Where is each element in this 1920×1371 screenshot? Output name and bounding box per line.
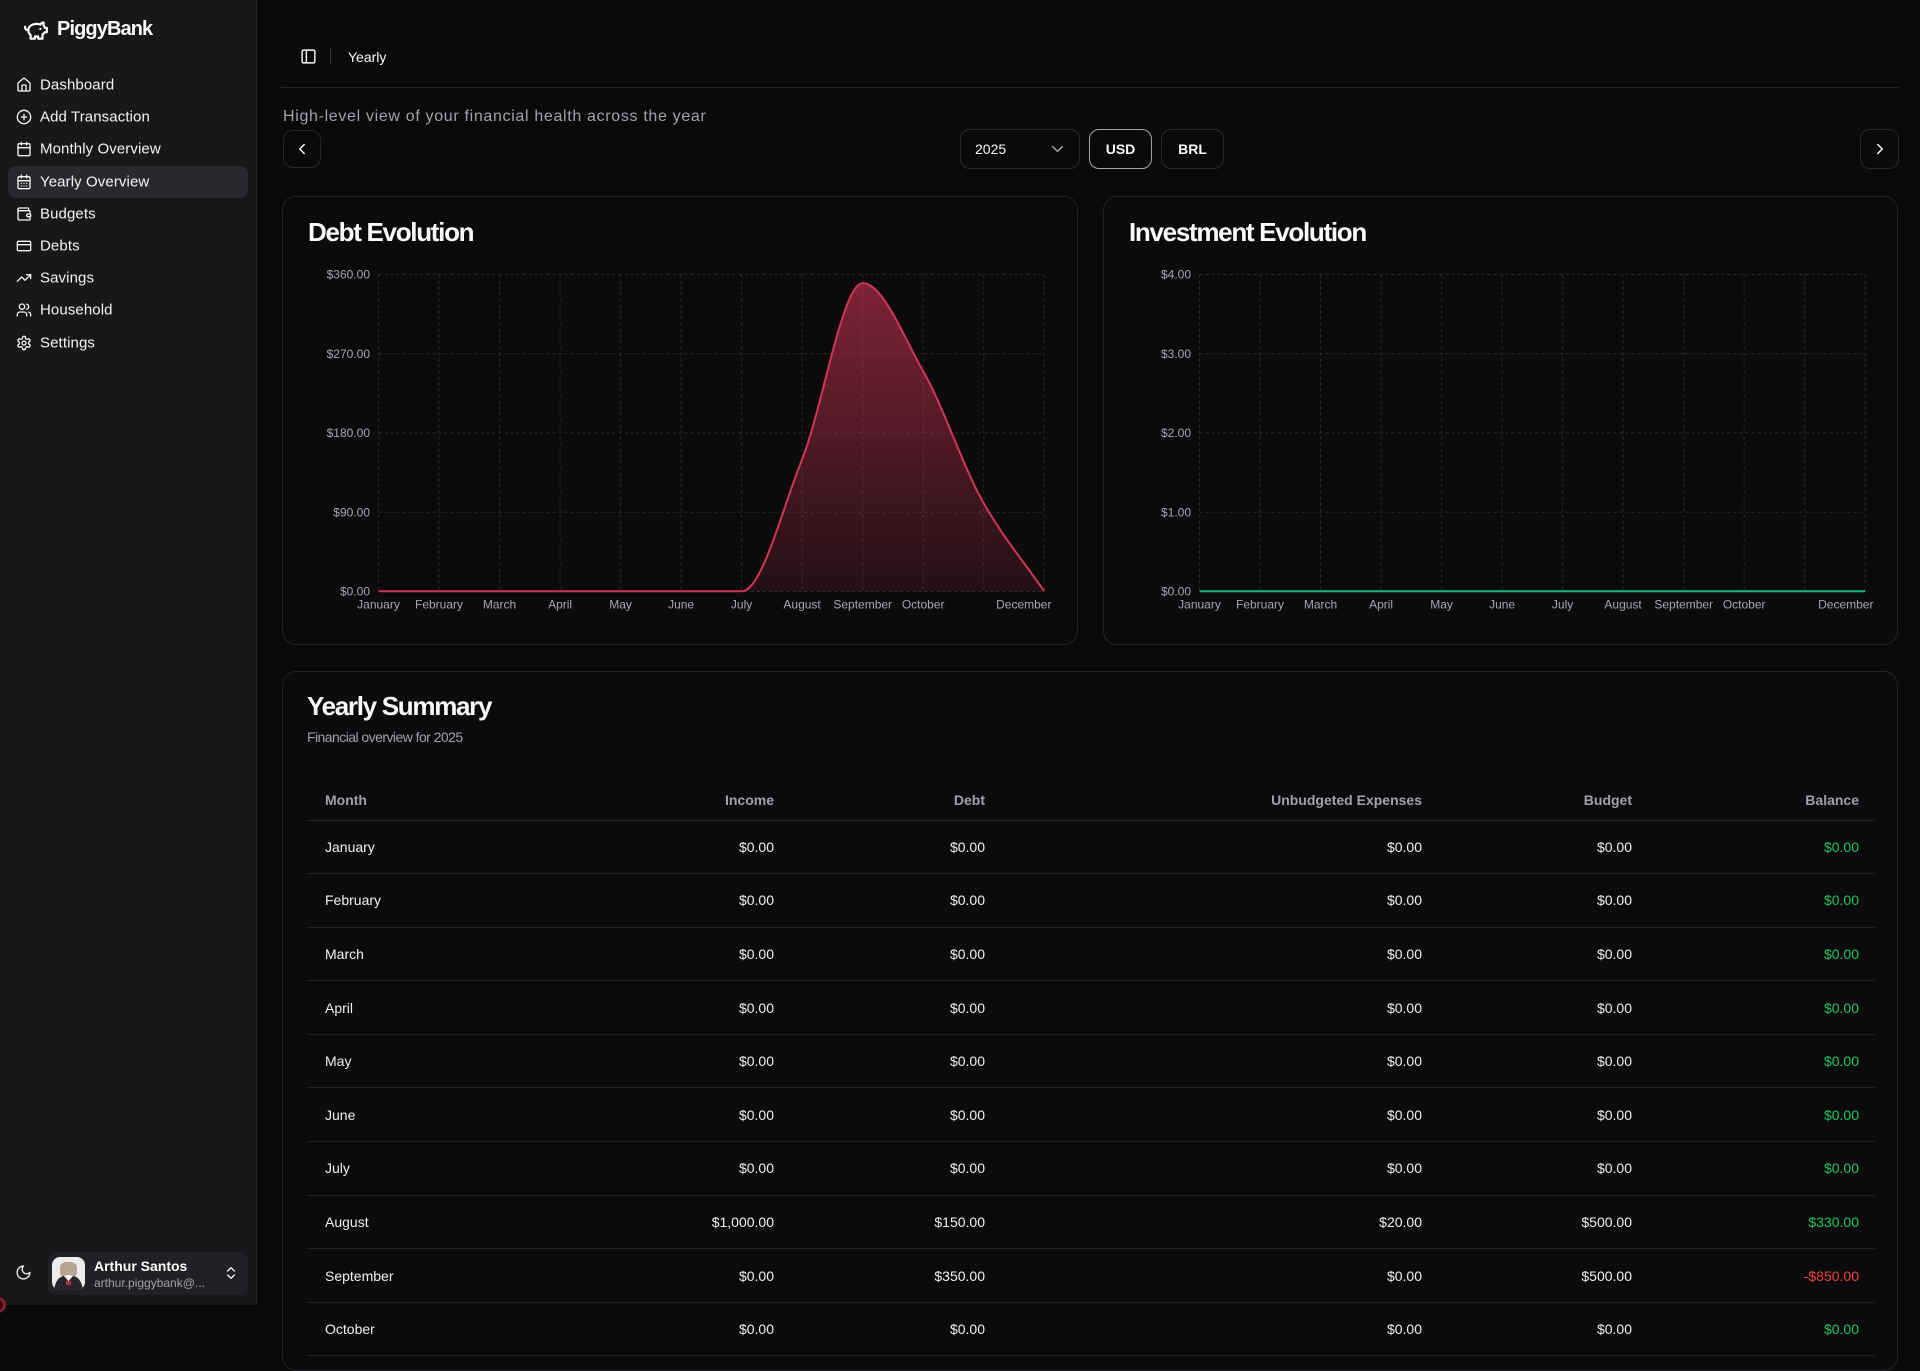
- svg-text:December: December: [996, 598, 1051, 612]
- svg-text:April: April: [1369, 598, 1393, 612]
- svg-text:September: September: [833, 598, 892, 612]
- svg-text:$3.00: $3.00: [1161, 347, 1191, 361]
- svg-text:September: September: [1654, 598, 1713, 612]
- svg-text:March: March: [1304, 598, 1337, 612]
- svg-text:$0.00: $0.00: [340, 585, 370, 599]
- svg-text:July: July: [1552, 598, 1573, 612]
- svg-text:June: June: [668, 598, 694, 612]
- svg-text:August: August: [1604, 598, 1642, 612]
- svg-text:Debt Evolution: Debt Evolution: [308, 217, 474, 247]
- svg-text:March: March: [483, 598, 516, 612]
- svg-text:February: February: [415, 598, 463, 612]
- svg-text:June: June: [1489, 598, 1515, 612]
- svg-text:$4.00: $4.00: [1161, 268, 1191, 282]
- svg-text:May: May: [609, 598, 632, 612]
- svg-text:$180.00: $180.00: [327, 426, 371, 440]
- svg-text:January: January: [1178, 598, 1221, 612]
- svg-text:January: January: [357, 598, 400, 612]
- svg-text:December: December: [1818, 598, 1873, 612]
- svg-text:$360.00: $360.00: [327, 268, 371, 282]
- svg-text:$2.00: $2.00: [1161, 426, 1191, 440]
- svg-text:$0.00: $0.00: [1161, 585, 1191, 599]
- svg-text:$1.00: $1.00: [1161, 505, 1191, 519]
- svg-text:$270.00: $270.00: [327, 347, 371, 361]
- svg-text:July: July: [731, 598, 752, 612]
- svg-text:October: October: [902, 598, 945, 612]
- svg-text:April: April: [548, 598, 572, 612]
- svg-text:February: February: [1236, 598, 1284, 612]
- svg-text:August: August: [783, 598, 821, 612]
- svg-text:October: October: [1723, 598, 1766, 612]
- svg-text:$90.00: $90.00: [333, 505, 370, 519]
- svg-text:May: May: [1430, 598, 1453, 612]
- svg-text:Investment Evolution: Investment Evolution: [1129, 217, 1366, 247]
